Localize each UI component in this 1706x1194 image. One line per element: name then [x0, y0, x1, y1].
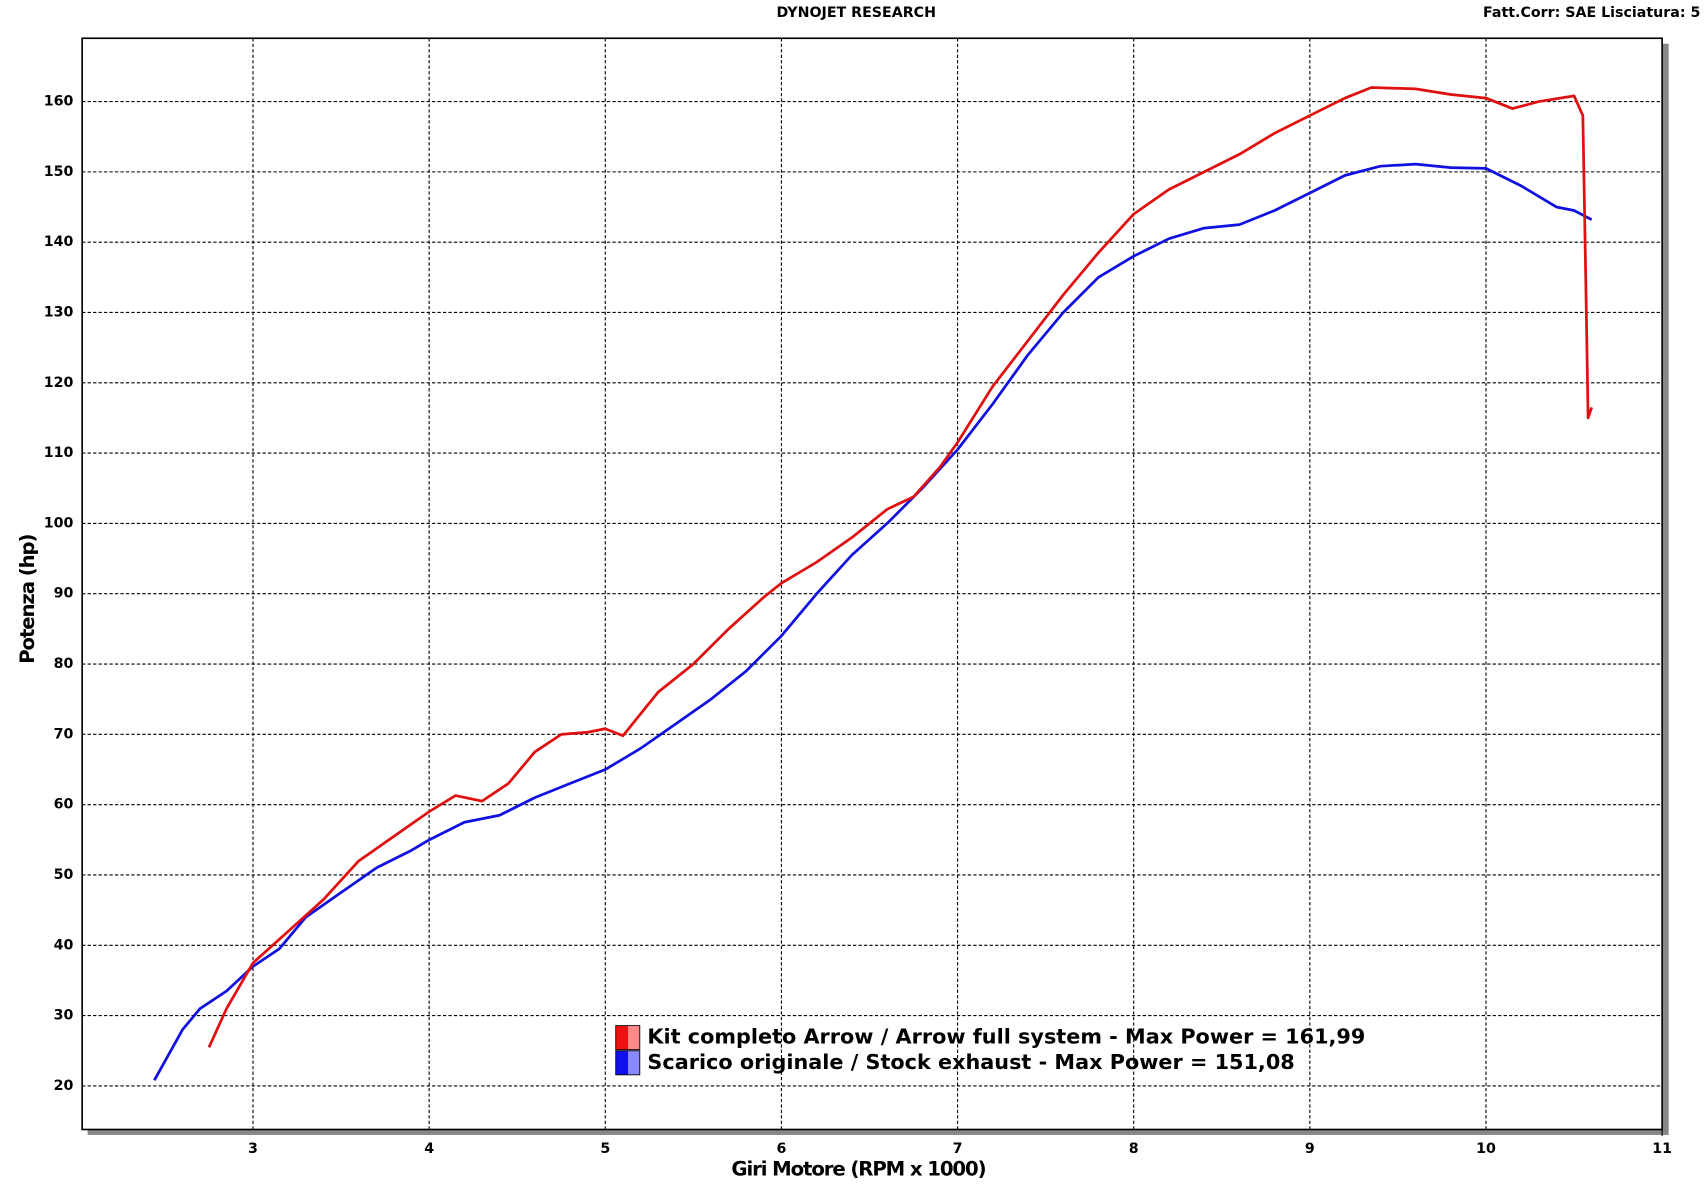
x-tick-label: 6 [776, 1141, 786, 1157]
y-tick-label: 130 [44, 304, 74, 320]
x-tick-label: 4 [424, 1141, 434, 1157]
chart-title: DYNOJET RESEARCH [777, 5, 936, 21]
x-tick-label: 7 [953, 1141, 963, 1157]
series-line [153, 162, 1593, 1081]
series-line [207, 86, 1593, 1048]
y-tick-label: 30 [54, 1008, 74, 1024]
legend-swatch [615, 1050, 641, 1076]
y-tick-label: 70 [54, 726, 74, 742]
legend-label: Scarico originale / Stock exhaust - Max … [647, 1050, 1294, 1074]
x-tick-label: 5 [600, 1141, 610, 1157]
y-tick-label: 140 [44, 234, 74, 250]
x-tick-label: 9 [1305, 1141, 1315, 1157]
y-tick-label: 60 [54, 797, 74, 813]
y-tick-label: 150 [44, 164, 74, 180]
y-tick-label: 80 [54, 656, 74, 672]
y-axis-label: Potenza (hp) [16, 534, 39, 663]
chart-subtitle: Fatt.Corr: SAE Lisciatura: 5 [1483, 5, 1700, 21]
y-tick-label: 50 [54, 867, 74, 883]
legend-swatch [615, 1025, 641, 1051]
x-tick-label: 8 [1129, 1141, 1139, 1157]
y-tick-label: 20 [54, 1078, 74, 1094]
x-tick-label: 10 [1476, 1141, 1496, 1157]
y-tick-label: 110 [44, 445, 74, 461]
y-tick-label: 90 [54, 586, 74, 602]
y-tick-label: 160 [44, 94, 74, 110]
x-tick-label: 3 [248, 1141, 258, 1157]
plot-frame [81, 37, 1663, 1131]
x-axis-label: Giri Motore (RPM x 1000) [731, 1157, 985, 1180]
x-tick-label: 11 [1652, 1141, 1672, 1157]
legend-label: Kit completo Arrow / Arrow full system -… [647, 1025, 1365, 1049]
y-tick-label: 120 [44, 375, 74, 391]
y-tick-label: 100 [44, 515, 74, 531]
y-tick-label: 40 [54, 937, 74, 953]
